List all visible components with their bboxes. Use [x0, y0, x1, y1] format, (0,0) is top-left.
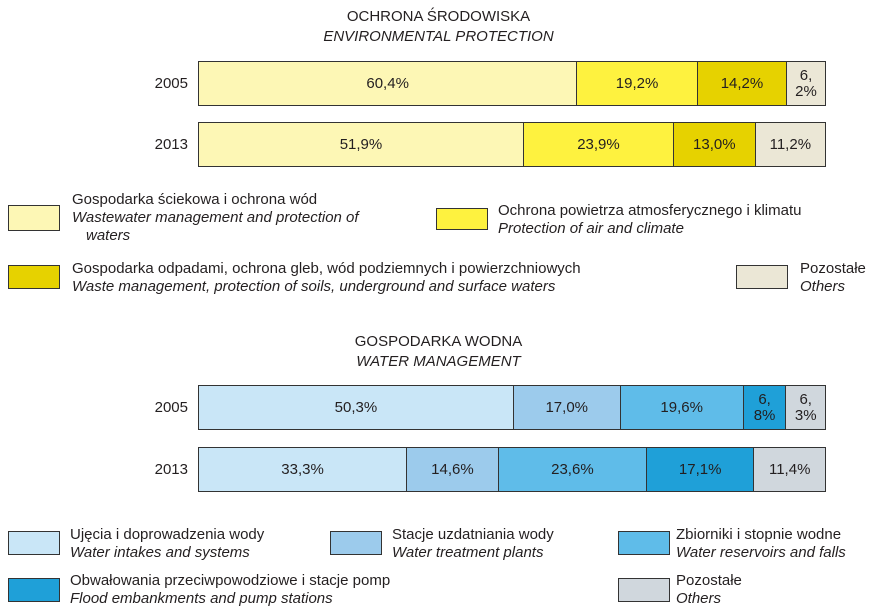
legend-name: Pozostałe	[800, 260, 866, 277]
legend-swatch	[8, 205, 60, 231]
value-label: 51,9%	[339, 135, 383, 153]
value-label: 6,2%	[795, 66, 817, 100]
value-label: 13,0%	[693, 135, 736, 153]
legend-name-en: Others	[676, 590, 722, 607]
legend-name-en: Protection of air and climate	[498, 220, 684, 237]
value-label: 14,6%	[431, 460, 474, 478]
bar-segment: 17,1%	[647, 447, 755, 492]
chart-title: GOSPODARKA WODNA	[354, 333, 523, 350]
bar-segment: 50,3%	[198, 385, 514, 430]
value-label: 17,0%	[545, 398, 589, 416]
chart-subtitle: WATER MANAGEMENT	[356, 353, 521, 370]
legend-entry: Pozostałe Others	[800, 260, 866, 296]
legend-entry: Pozostałe Others	[676, 572, 742, 608]
legend-swatch	[736, 265, 788, 289]
bar-segment: 60,4%	[198, 61, 578, 106]
value-label: 11,2%	[769, 135, 812, 153]
chart-subtitle: ENVIRONMENTAL PROTECTION	[323, 28, 554, 45]
bar-segment: 11,2%	[755, 122, 826, 167]
value-label: 50,3%	[334, 398, 378, 416]
value-label: 19,2%	[615, 74, 659, 92]
legend-swatch	[436, 208, 488, 230]
legend-swatch	[8, 578, 60, 602]
bar-segment: 33,3%	[198, 447, 408, 492]
bar-segment: 23,6%	[498, 447, 647, 492]
legend-swatch	[8, 265, 60, 289]
value-label: 6,8%	[753, 390, 776, 424]
legend-name-en: Waste management, protection of soils, u…	[72, 278, 556, 295]
value-label: 14,2%	[720, 74, 764, 92]
legend-swatch	[618, 578, 670, 602]
legend-name-en: Water treatment plants	[392, 544, 544, 561]
value-label: 23,6%	[551, 460, 594, 478]
legend-name: Zbiorniki i stopnie wodne	[676, 526, 842, 543]
bar-segment: 19,6%	[620, 385, 744, 430]
value-label: 60,4%	[366, 74, 409, 92]
bar-segment: 6,2%	[787, 61, 826, 106]
legend-name-en: Water reservoirs and falls	[676, 544, 846, 561]
legend-entry: Zbiorniki i stopnie wodne Water reservoir…	[676, 526, 846, 562]
legend-name: Stacje uzdatniania wody	[392, 526, 554, 543]
bar-segment: 6,8%	[743, 385, 787, 430]
legend-name-en: Water intakes and systems	[70, 544, 250, 561]
legend-name: Ochrona powietrza atmosferycznego i klim…	[498, 202, 802, 219]
bar-segment: 11,4%	[754, 447, 826, 492]
bar-segment: 19,2%	[577, 61, 698, 106]
legend-name-en: Wastewater management and protection of …	[72, 209, 359, 244]
legend-entry: Ochrona powietrza atmosferycznego i klim…	[498, 202, 801, 238]
legend-name-en: Others	[800, 278, 846, 295]
bar-segment: 14,6%	[407, 447, 499, 492]
category-label: 2013	[154, 136, 188, 153]
legend-swatch	[8, 531, 60, 555]
legend-swatch	[618, 531, 670, 555]
bar-segment: 17,0%	[513, 385, 621, 430]
legend-name-en: Flood embankments and pump stations	[70, 590, 333, 607]
value-label: 6,3%	[794, 390, 817, 424]
value-label: 17,1%	[678, 460, 722, 478]
legend-entry: Obwałowania przeciwpowodziowe i stacje p…	[70, 572, 390, 608]
category-label: 2013	[154, 461, 188, 478]
bar-segment: 51,9%	[198, 122, 524, 167]
legend-name: Pozostałe	[676, 572, 742, 589]
value-label: 19,6%	[660, 398, 703, 416]
legend-name: Gospodarka ściekowa i ochrona wód	[72, 191, 318, 208]
legend-entry: Gospodarka odpadami, ochrona gleb, wód p…	[72, 260, 581, 296]
bar-segment: 14,2%	[697, 61, 788, 106]
legend-entry: Ujęcia i doprowadzenia wody Water intakes…	[70, 526, 264, 562]
legend-entry: Stacje uzdatniania wody Water treatment p…	[392, 526, 554, 562]
value-label: 23,9%	[577, 135, 620, 153]
category-label: 2005	[154, 75, 188, 92]
value-label: 11,4%	[768, 460, 811, 478]
legend-name: Obwałowania przeciwpowodziowe i stacje p…	[70, 572, 391, 589]
legend-name: Ujęcia i doprowadzenia wody	[70, 526, 265, 543]
legend-swatch	[330, 531, 382, 555]
bar-segment: 13,0%	[674, 122, 756, 167]
chart-title: OCHRONA ŚRODOWISKA	[346, 8, 531, 25]
value-label: 33,3%	[281, 460, 324, 478]
bar-segment: 6,3%	[786, 385, 826, 430]
bar-segment: 23,9%	[523, 122, 674, 167]
legend-entry: Gospodarka ściekowa i ochrona wód Wastewa…	[72, 191, 402, 245]
legend-name: Gospodarka odpadami, ochrona gleb, wód p…	[72, 260, 581, 277]
category-label: 2005	[154, 399, 188, 416]
